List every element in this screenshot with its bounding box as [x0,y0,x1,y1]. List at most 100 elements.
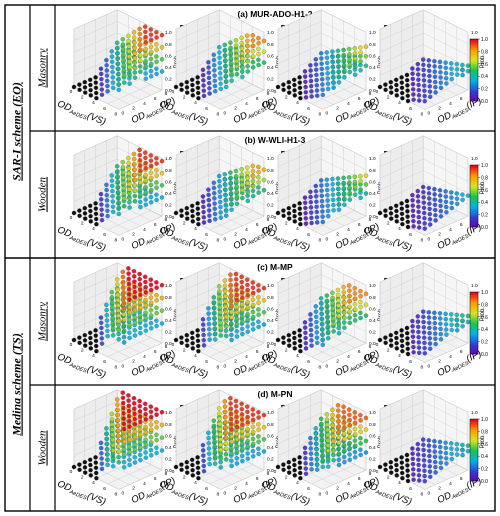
data-point [110,75,116,80]
z-tick-label: 1.0 [267,156,274,162]
data-point [347,185,352,191]
data-point [256,451,261,457]
data-point [416,82,421,88]
data-point [132,162,137,167]
data-point [292,340,297,346]
z-axis-label: Prob. [480,307,486,322]
colorbar-segment [470,468,478,471]
data-point [154,310,159,316]
data-point [444,461,449,466]
data-point [352,455,358,460]
data-point [250,321,256,327]
data-point [404,72,410,78]
y-tick-label: 4 [347,354,350,360]
data-point [335,181,341,186]
data-point [256,41,261,46]
data-point [341,63,347,68]
colorbar-segment [470,332,478,335]
data-point [234,58,240,64]
data-point [131,156,137,162]
data-point [250,174,256,179]
colorbar-segment [470,456,478,459]
data-point [245,287,250,293]
data-point [228,288,234,293]
data-point [320,332,325,338]
data-point [184,205,190,211]
data-point [104,441,110,447]
data-point [212,68,217,73]
data-point [189,203,195,209]
x-tick-label: 6 [409,486,412,492]
x-tick-label: 6 [307,232,310,238]
data-point [201,93,207,99]
data-point [427,89,433,94]
data-point [159,195,165,200]
x-tick-label: 6 [409,232,412,238]
data-point [438,321,443,326]
data-point [292,473,298,478]
subplot-0-2: D3= Extensive0.00.20.40.60.81.0Prob.0246… [260,9,384,128]
data-point [399,211,405,217]
data-point [297,206,303,211]
x-tick-label: 0 [376,469,379,475]
data-point [206,316,212,322]
y-tick-label: 6 [154,96,157,102]
data-point [206,306,211,311]
data-point [222,404,228,409]
data-point [341,443,347,448]
data-point [347,309,353,315]
subplot-3-3: D4 = Collapse0.00.20.40.60.81.0Prob.0246… [362,389,486,508]
data-point [347,69,353,75]
data-point [261,310,267,315]
data-point [93,80,99,85]
data-point [245,324,250,329]
data-point [250,59,256,65]
data-point [454,61,460,67]
data-point [88,82,93,88]
z-tick-label: 1.0 [267,30,274,36]
data-point [320,209,325,214]
data-point [363,450,369,455]
data-point [377,464,383,470]
data-point [416,345,422,350]
data-point [148,158,154,163]
x-tick-label: 2 [387,95,390,101]
data-point [352,64,358,69]
x-axis-label: ODAeDES(VS) [259,478,311,508]
data-point [184,85,190,90]
data-point [250,327,256,332]
colorbar-segment [470,192,478,195]
data-point [234,71,240,77]
data-point [223,79,229,84]
data-point [98,191,104,197]
data-point [405,346,411,352]
data-point [229,427,234,432]
data-point [303,340,309,346]
data-point [104,78,110,84]
data-point [325,81,331,86]
data-point [143,450,148,455]
data-point [341,409,347,415]
y-tick-label: 8 [369,91,372,97]
data-point [218,204,223,210]
data-point [154,180,159,185]
colorbar-segment [470,63,478,66]
data-point [229,78,234,83]
data-point [432,449,438,454]
data-point [82,343,88,348]
data-point [189,330,195,336]
colorbar-segment [470,217,478,220]
data-point [132,328,138,333]
data-point [132,56,138,61]
data-point [116,76,121,82]
colorbar-segment [470,194,478,197]
data-point [324,50,330,55]
data-point [120,279,126,285]
x-tick-label: 6 [103,106,106,112]
data-point [195,343,201,349]
data-point [116,195,121,200]
data-point [223,414,228,420]
z-tick-label: 0.6 [369,306,376,312]
data-point [261,49,267,54]
data-point [190,467,195,473]
